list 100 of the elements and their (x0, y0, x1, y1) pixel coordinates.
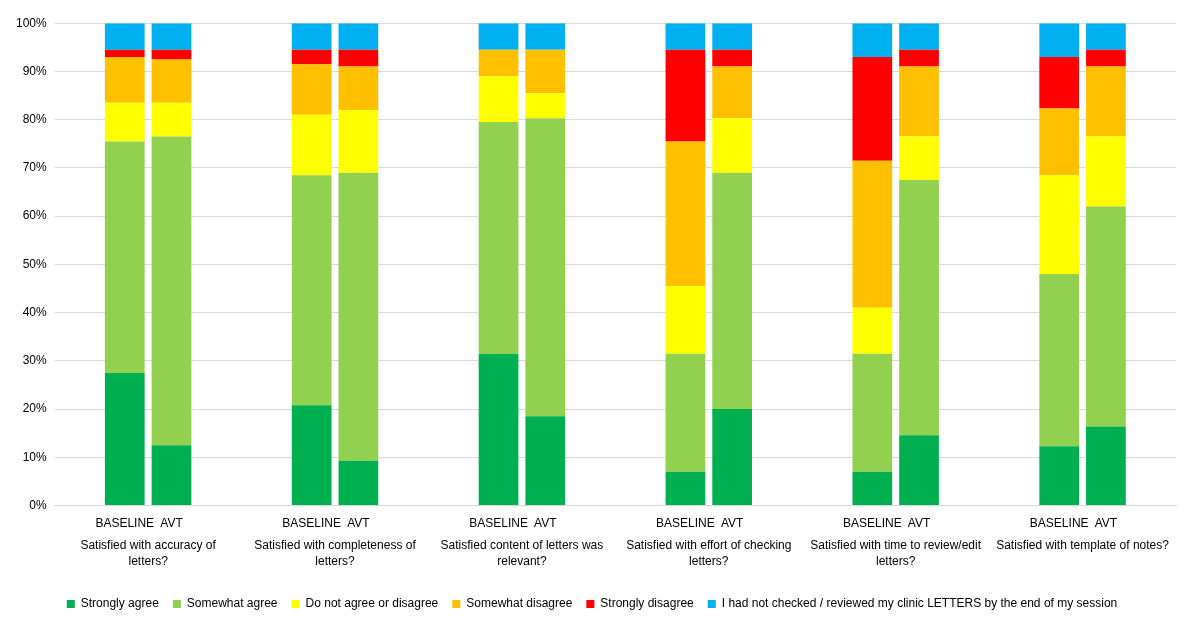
y-tick-label: 100% (15, 15, 48, 30)
bar (104, 372, 145, 506)
y-tick-label: 70% (22, 160, 48, 175)
bar (852, 23, 893, 57)
y-tick-label: 90% (22, 63, 48, 78)
y-tick-label: 30% (22, 353, 48, 368)
bar (338, 49, 379, 67)
bar (151, 23, 192, 50)
legend-label: Somewhat agree (186, 596, 278, 611)
x-tick-label: BASELINE (95, 516, 155, 531)
bar (852, 471, 893, 506)
x-tick-label: BASELINE (656, 516, 715, 531)
text: Satisfied with template of notes? (996, 537, 1170, 552)
bar (712, 66, 753, 119)
bar (338, 66, 379, 111)
bar (899, 136, 939, 180)
y-tick-label: 60% (22, 208, 48, 223)
bar (525, 23, 566, 50)
bar (899, 66, 939, 137)
bar (291, 175, 332, 406)
bar (104, 141, 145, 373)
legend-label: Strongly agree (80, 596, 160, 611)
bar (151, 59, 192, 103)
bar (899, 435, 939, 506)
x-tick-label: BASELINE (282, 516, 342, 531)
bar (151, 445, 192, 506)
bar (478, 49, 519, 77)
bar (1039, 446, 1080, 506)
x-tick-label: AVT (534, 516, 558, 531)
bar (291, 64, 332, 115)
bar (712, 409, 753, 506)
bar (525, 416, 566, 506)
y-tick-label: 10% (22, 449, 48, 464)
legend-label: Somewhat disagree (466, 596, 573, 611)
bar (291, 405, 332, 506)
bar (852, 160, 893, 308)
bar (338, 460, 379, 506)
text: Satisfied with time to review/edit letters? (810, 537, 982, 568)
y-tick-label: 20% (22, 401, 48, 416)
bar (478, 122, 519, 354)
x-tick-label: AVT (720, 516, 745, 531)
bar (852, 56, 893, 161)
x-tick-label: AVT (347, 516, 371, 531)
bar (1086, 49, 1126, 67)
bar (665, 141, 706, 287)
bar (665, 353, 706, 472)
bar (338, 172, 379, 461)
y-tick-label: 40% (22, 304, 48, 319)
x-tick-label: BASELINE (1029, 516, 1089, 531)
bar (899, 179, 939, 436)
bar (1039, 175, 1080, 275)
bar (291, 23, 332, 50)
bar (338, 110, 379, 173)
bar (104, 56, 145, 103)
x-tick-label: AVT (160, 516, 184, 531)
bar (478, 353, 519, 506)
y-tick-label: 50% (22, 256, 48, 271)
bar (478, 23, 519, 50)
text: Satisfied content of letters was relevant? (440, 537, 604, 568)
bar (525, 49, 566, 94)
bar (712, 172, 753, 410)
bar (852, 307, 893, 354)
bar (899, 49, 939, 67)
legend-label: Strongly disagree (600, 596, 695, 611)
bar (1086, 23, 1126, 50)
text: Satisfied with accuracy of letters? (80, 537, 217, 568)
bar (104, 49, 145, 57)
bar (1039, 108, 1080, 176)
x-tick-label: AVT (1094, 516, 1118, 531)
bar (338, 23, 379, 50)
y-tick-label: 80% (22, 111, 48, 126)
bar (1086, 66, 1126, 137)
bar (1039, 23, 1080, 57)
x-tick-label: AVT (907, 516, 931, 531)
bar (665, 471, 706, 506)
bar (104, 102, 145, 142)
bar (665, 49, 706, 142)
x-tick-label: BASELINE (469, 516, 528, 531)
bar (665, 23, 706, 50)
legend-label: I had not checked / reviewed my clinic LETTERS by the end of my session (721, 596, 1118, 611)
bar (291, 114, 332, 176)
bar (151, 102, 192, 137)
bar (899, 23, 939, 50)
text: Satisfied with effort of checking letters? (626, 537, 792, 568)
legend-label: Do not agree or disagree (305, 596, 439, 611)
x-tick-label: BASELINE (842, 516, 902, 531)
bar (1086, 206, 1126, 427)
text: Satisfied with completeness of letters? (254, 537, 417, 568)
bar (712, 49, 753, 67)
bar (1086, 136, 1126, 207)
bar (852, 353, 893, 472)
bar (665, 286, 706, 354)
bar (525, 93, 566, 119)
bar (291, 49, 332, 65)
bar (1039, 56, 1080, 109)
bar (151, 49, 192, 60)
bar (712, 23, 753, 50)
bar (104, 23, 145, 50)
bar (151, 136, 192, 446)
bar (712, 118, 753, 173)
